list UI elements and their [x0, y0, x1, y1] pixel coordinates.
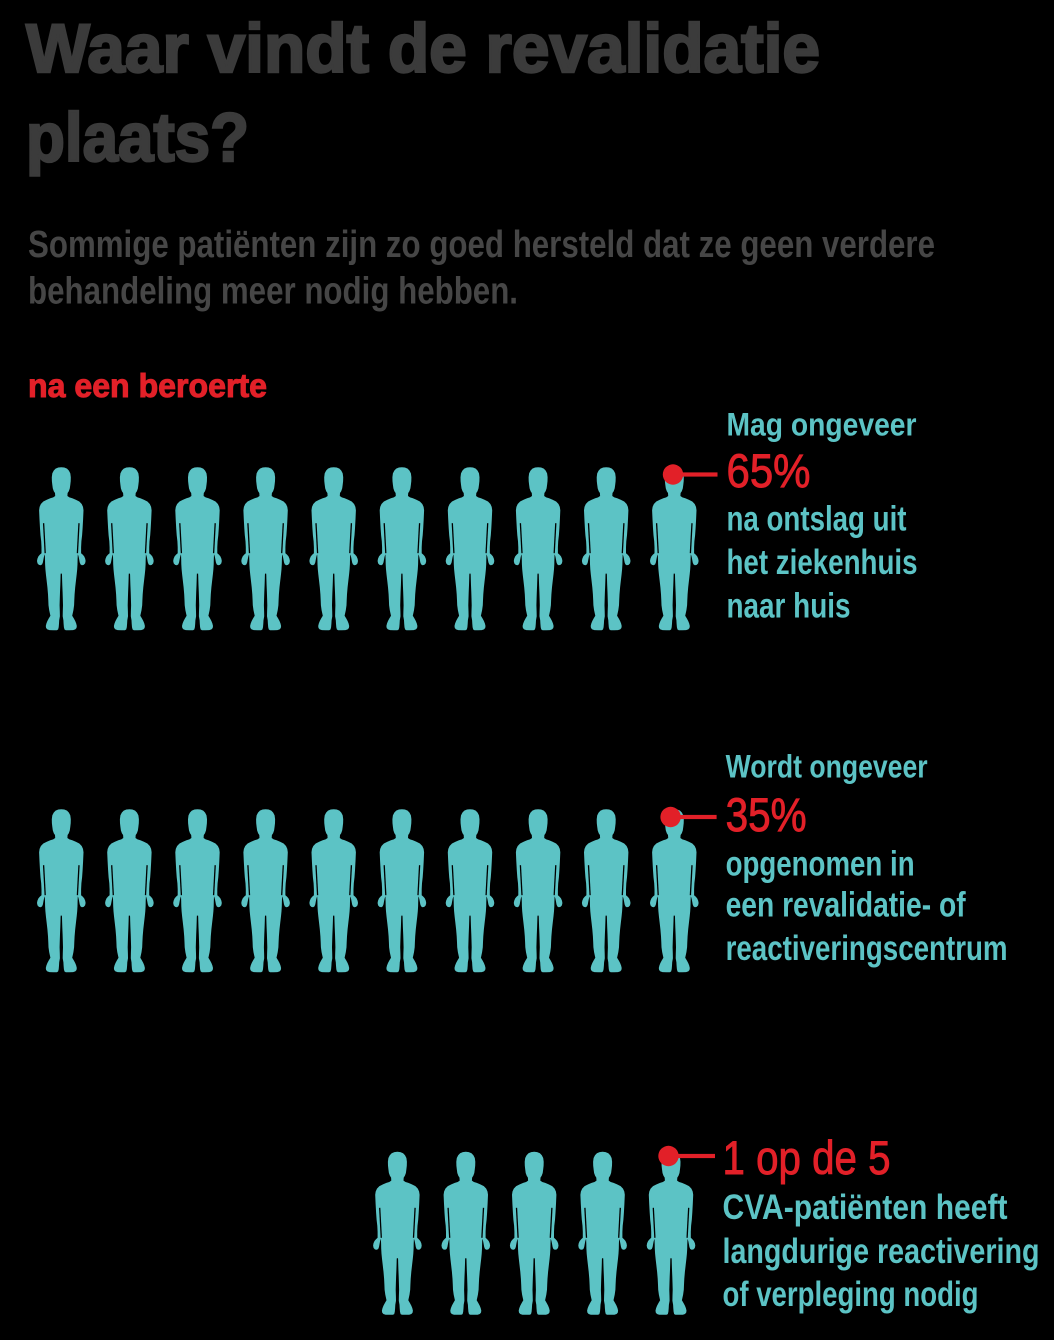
svg-text:na een beroerte: na een beroerte: [28, 367, 267, 404]
svg-text:opgenomen in: opgenomen in: [726, 844, 915, 884]
svg-text:plaats?: plaats?: [26, 99, 249, 176]
svg-text:65%: 65%: [727, 444, 811, 497]
svg-text:langdurige reactivering: langdurige reactivering: [723, 1231, 1040, 1271]
svg-text:Mag ongeveer: Mag ongeveer: [727, 406, 917, 442]
svg-text:naar huis: naar huis: [727, 586, 851, 626]
svg-text:een revalidatie- of: een revalidatie- of: [726, 885, 966, 925]
svg-text:Waar vindt de revalidatie: Waar vindt de revalidatie: [26, 10, 820, 87]
svg-text:het ziekenhuis: het ziekenhuis: [727, 542, 918, 582]
svg-text:reactiveringscentrum: reactiveringscentrum: [726, 928, 1008, 968]
svg-text:35%: 35%: [726, 788, 807, 841]
svg-text:1 op de 5: 1 op de 5: [723, 1131, 891, 1184]
svg-text:Wordt ongeveer: Wordt ongeveer: [726, 749, 928, 785]
svg-text:Sommige patiënten zijn zo goed: Sommige patiënten zijn zo goed hersteld …: [28, 224, 935, 266]
svg-text:CVA-patiënten heeft: CVA-patiënten heeft: [723, 1187, 1008, 1227]
svg-text:behandeling meer nodig hebben.: behandeling meer nodig hebben.: [28, 271, 518, 313]
svg-text:na ontslag uit: na ontslag uit: [727, 498, 907, 538]
svg-text:of verpleging nodig: of verpleging nodig: [723, 1274, 979, 1314]
